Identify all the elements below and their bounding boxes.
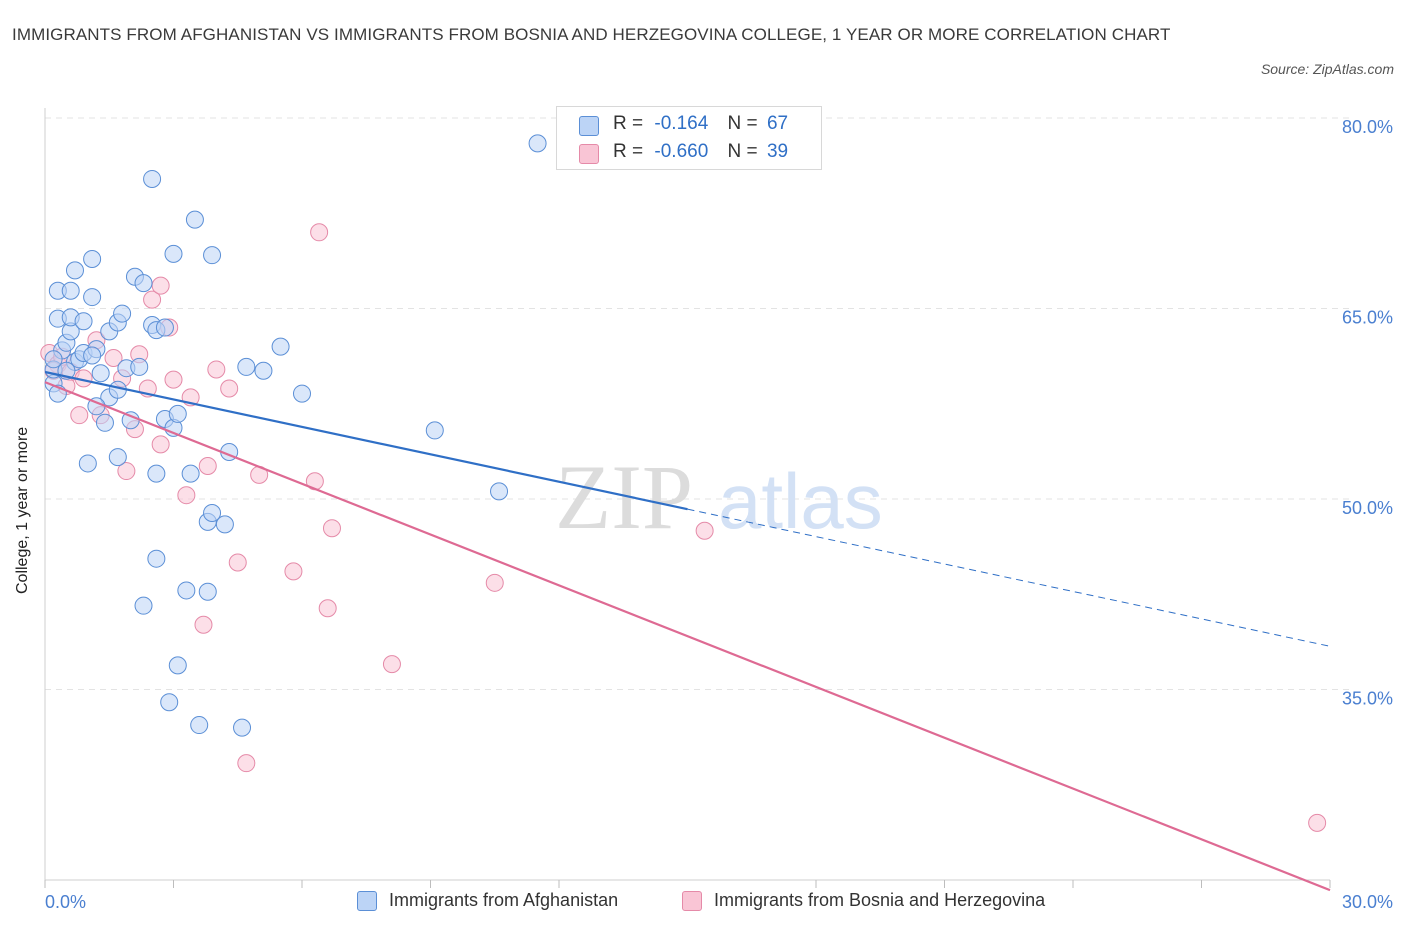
afghanistan-point	[271, 337, 290, 356]
bosnia-point	[382, 655, 401, 674]
afghanistan-point	[490, 482, 509, 501]
afghanistan-point	[44, 350, 63, 369]
bosnia-point	[117, 462, 136, 481]
afghanistan-point	[425, 421, 444, 440]
bosnia-point	[151, 276, 170, 295]
bosnia-point	[695, 521, 714, 540]
watermark: ZIP atlas	[555, 446, 883, 548]
bosnia-legend-swatch	[682, 891, 702, 911]
bosnia-point	[198, 456, 217, 475]
y-tick-label: 65.0%	[1342, 308, 1393, 328]
afghanistan-trend-extension	[687, 508, 1331, 647]
bosnia-point	[237, 754, 256, 773]
afghanistan-point	[168, 404, 187, 423]
afghanistan-point	[74, 312, 93, 331]
bosnia-point	[207, 360, 226, 379]
afghanistan-point	[164, 244, 183, 263]
afghanistan-point	[190, 716, 209, 735]
afghanistan-point	[108, 448, 127, 467]
afghanistan-point	[203, 503, 222, 522]
bosnia-point	[164, 370, 183, 389]
n-value: 39	[766, 141, 789, 162]
afghanistan-point	[61, 281, 80, 300]
bosnia-point	[151, 435, 170, 454]
afghanistan-point	[203, 246, 222, 265]
n-label: N =	[727, 141, 758, 162]
r-label: R =	[613, 113, 644, 134]
bosnia-point	[194, 615, 213, 634]
source-credit: Source: ZipAtlas.com	[1260, 61, 1394, 77]
afghanistan-point	[155, 318, 174, 337]
afghanistan-point	[65, 261, 84, 280]
afghanistan-point	[198, 582, 217, 601]
bosnia-legend-label: Immigrants from Bosnia and Herzegovina	[714, 890, 1046, 910]
correlation-legend: R = -0.164 N = 67 R = -0.660 N = 39	[556, 106, 822, 170]
n-value: 67	[766, 113, 789, 134]
afghanistan-point	[95, 413, 114, 432]
afghanistan-point	[528, 134, 547, 153]
r-value: -0.164	[654, 113, 709, 134]
afghanistan-point	[293, 384, 311, 403]
r-label: R =	[613, 141, 644, 162]
bosnia-point	[143, 290, 162, 309]
afghanistan-point	[78, 454, 97, 473]
afghanistan-legend-swatch	[357, 891, 377, 911]
bosnia-point	[322, 519, 341, 538]
bosnia-point	[1308, 813, 1327, 832]
bosnia-point	[485, 573, 504, 592]
afghanistan-point	[254, 361, 273, 380]
afghanistan-point	[168, 656, 187, 675]
bosnia-point	[220, 379, 239, 398]
afghanistan-point	[233, 718, 252, 737]
bosnia-point	[310, 223, 329, 242]
afghanistan-point	[83, 346, 102, 365]
afghanistan-point	[160, 693, 179, 712]
bosnia-point	[228, 553, 247, 572]
watermark-atlas: atlas	[718, 457, 883, 545]
y-tick-label: 50.0%	[1342, 498, 1393, 518]
bosnia-point	[318, 599, 337, 618]
afghanistan-legend-label: Immigrants from Afghanistan	[389, 890, 619, 910]
x-tick-label: 30.0%	[1342, 892, 1393, 912]
afghanistan-point	[181, 464, 200, 483]
bosnia-point	[177, 486, 196, 505]
afghanistan-point	[91, 364, 110, 383]
bosnia-point	[284, 562, 303, 581]
trend-lines	[44, 370, 1331, 892]
bosnia-point	[104, 349, 123, 368]
afghanistan-point	[237, 357, 256, 376]
y-tick-label: 80.0%	[1342, 117, 1393, 137]
afghanistan-point	[83, 288, 102, 307]
afghanistan-point	[130, 357, 149, 376]
afghanistan-swatch	[579, 116, 599, 136]
bosnia-trend-line	[44, 381, 1331, 892]
afghanistan-point	[134, 274, 153, 293]
chart-title: IMMIGRANTS FROM AFGHANISTAN VS IMMIGRANT…	[12, 25, 1171, 44]
afghanistan-trend-line	[44, 370, 688, 511]
x-tick-label: 0.0%	[45, 892, 86, 912]
afghanistan-point	[147, 549, 166, 568]
afghanistan-point	[177, 581, 196, 600]
bosnia-point	[70, 406, 89, 425]
afghanistan-point	[83, 249, 102, 268]
afghanistan-point	[113, 304, 132, 323]
watermark-zip: ZIP	[555, 446, 693, 548]
n-label: N =	[727, 113, 758, 134]
afghanistan-point	[215, 515, 234, 534]
afghanistan-points	[44, 134, 547, 737]
tick-labels: 35.0% 50.0% 65.0% 80.0% 0.0% 30.0%	[45, 117, 1393, 912]
r-value: -0.660	[654, 141, 709, 162]
y-tick-label: 35.0%	[1342, 689, 1393, 709]
afghanistan-point	[143, 169, 162, 188]
afghanistan-point	[147, 464, 166, 483]
gridlines	[45, 117, 1350, 690]
axes	[44, 108, 1331, 888]
afghanistan-point	[185, 210, 204, 229]
afghanistan-point	[134, 596, 153, 615]
bosnia-swatch	[579, 144, 599, 164]
